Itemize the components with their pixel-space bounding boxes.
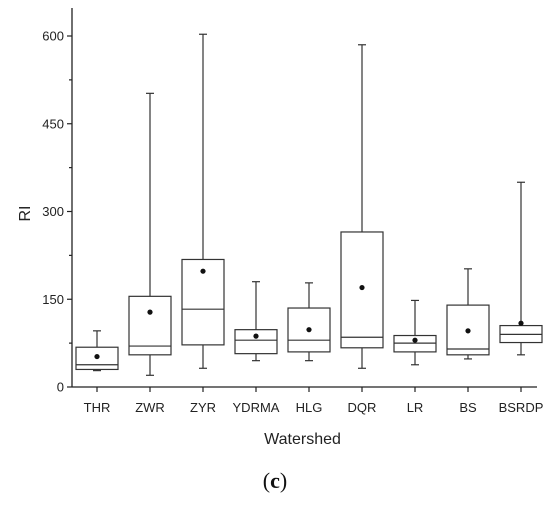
panel-label: (c) <box>0 468 550 494</box>
mean-point <box>306 327 312 333</box>
axes: 0 150 300 450 600 THR ZWR ZYR YDRMA HLG DQR LR BS BSR… <box>42 8 543 415</box>
y-axis-title: RI <box>17 206 34 222</box>
x-tick-label: ZYR <box>190 400 216 415</box>
mean-point <box>253 333 259 339</box>
box-dqr <box>340 44 384 369</box>
mean-point <box>94 353 100 360</box>
box-bsrdp <box>499 181 543 356</box>
mean-point <box>518 320 524 326</box>
y-tick-label: 450 <box>42 116 64 131</box>
x-tick-label: DQR <box>348 400 377 415</box>
x-tick-label: BS <box>459 400 477 415</box>
box-ydrma <box>234 281 278 362</box>
mean-point <box>465 328 471 334</box>
mean-point <box>359 284 365 291</box>
panel-label-letter: c <box>270 468 280 493</box>
box-plot-chart: 0 150 300 450 600 THR ZWR ZYR YDRMA HLG DQR LR BS BSR… <box>17 8 543 448</box>
mean-point <box>412 337 418 343</box>
box-hlg <box>287 282 331 362</box>
x-tick-label: LR <box>407 400 424 415</box>
box-lr <box>393 299 437 366</box>
box-series <box>75 33 543 376</box>
y-tick-label: 600 <box>42 29 64 44</box>
box-zyr <box>181 33 225 369</box>
x-tick-label: HLG <box>296 400 323 415</box>
box-thr <box>75 330 119 372</box>
y-tick-label: 0 <box>57 380 64 395</box>
x-axis-title: Watershed <box>264 431 341 448</box>
mean-point <box>147 309 153 315</box>
x-tick-label: BSRDP <box>499 400 544 415</box>
mean-point <box>200 268 206 274</box>
x-tick-label: ZWR <box>135 400 165 415</box>
x-tick-label: THR <box>84 400 111 415</box>
y-tick-label: 300 <box>42 204 64 219</box>
box-bs <box>446 268 490 360</box>
iqr-box <box>234 329 278 355</box>
y-tick-label: 150 <box>42 292 64 307</box>
x-tick-label: YDRMA <box>233 400 280 415</box>
box-zwr <box>128 92 172 376</box>
iqr-box <box>128 295 172 356</box>
panel-label-open: ( <box>262 468 271 493</box>
panel-label-close: ) <box>279 468 288 493</box>
